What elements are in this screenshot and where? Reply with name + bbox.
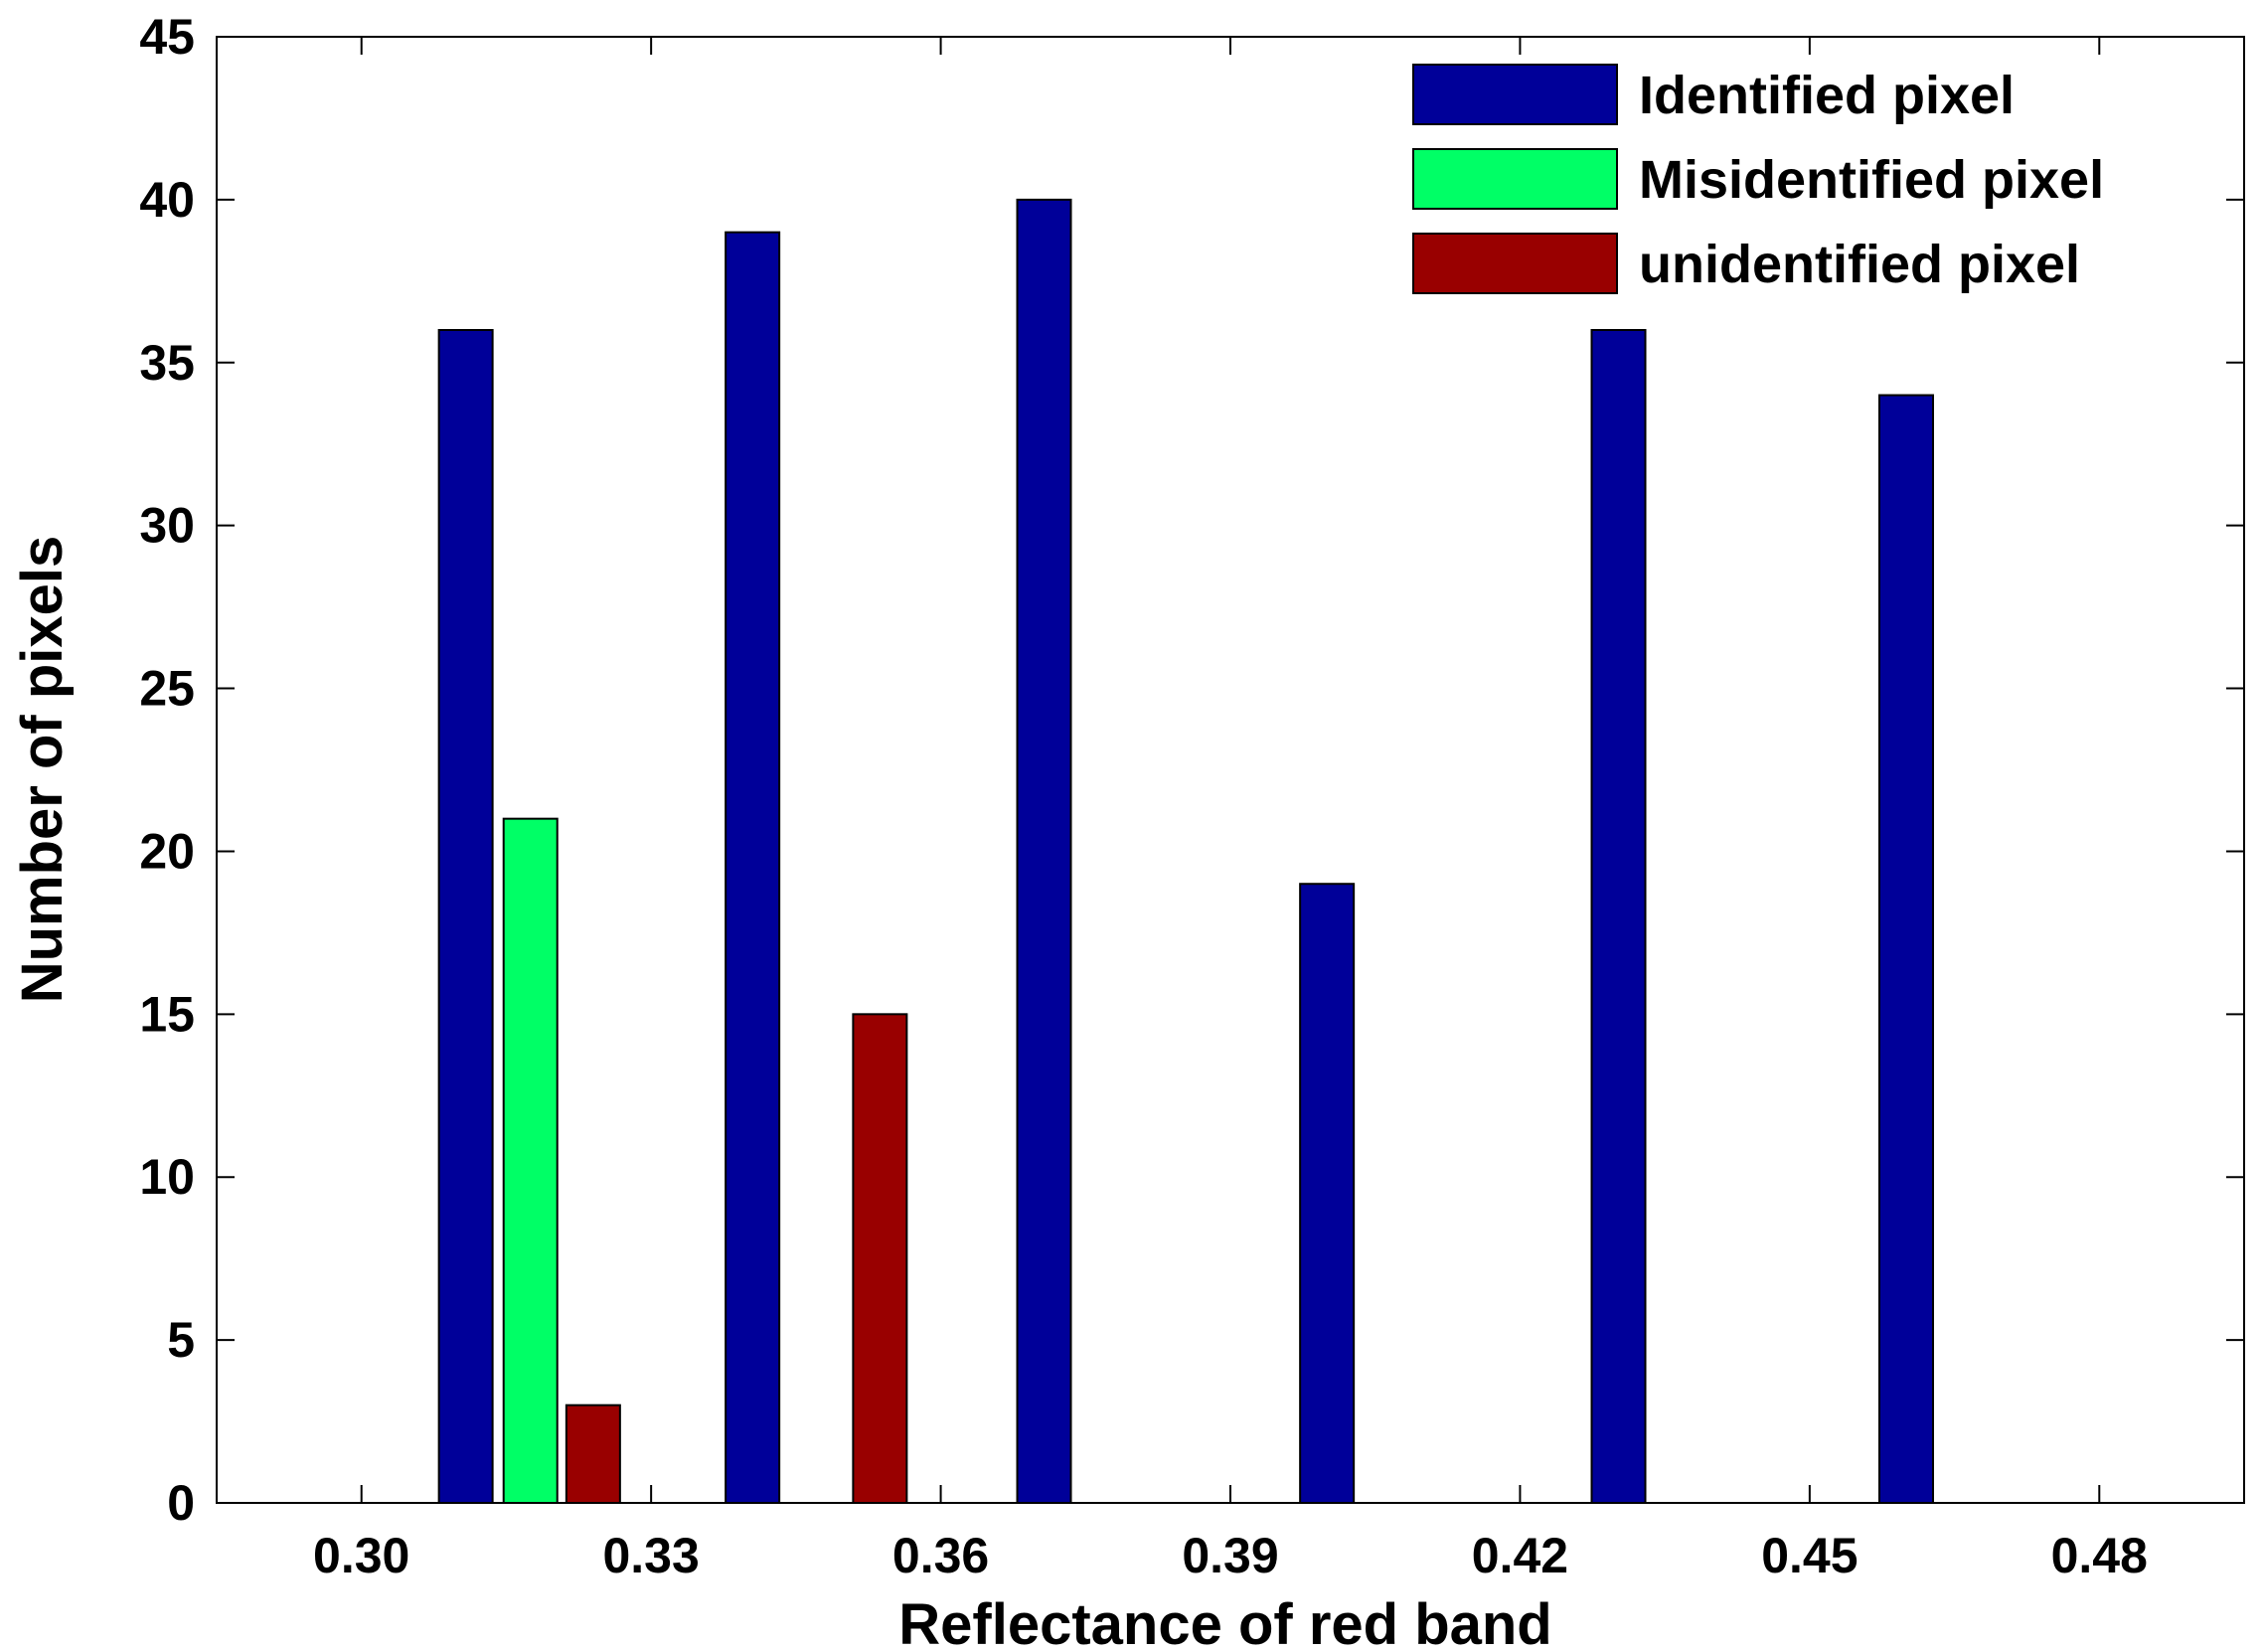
bar-identified-pixel-4 bbox=[1590, 329, 1647, 1504]
legend: Identified pixel Misidentified pixel unide… bbox=[1412, 64, 2104, 294]
legend-label-2: unidentified pixel bbox=[1639, 235, 2080, 294]
bar-unidentified-pixel-0 bbox=[565, 1404, 621, 1504]
y-tick-label-6: 30 bbox=[139, 498, 195, 554]
legend-label-1: Misidentified pixel bbox=[1639, 150, 2104, 210]
y-tick-label-2: 10 bbox=[139, 1149, 195, 1205]
y-tick-label-7: 35 bbox=[139, 335, 195, 391]
legend-label-0: Identified pixel bbox=[1639, 66, 2015, 125]
bar-identified-pixel-3 bbox=[1299, 883, 1356, 1504]
bar-identified-pixel-1 bbox=[725, 231, 781, 1505]
bar-identified-pixel-2 bbox=[1016, 198, 1072, 1504]
y-tick-label-4: 20 bbox=[139, 823, 195, 879]
legend-swatch-1 bbox=[1412, 148, 1618, 210]
y-tick-label-3: 15 bbox=[139, 986, 195, 1042]
axis-ticks bbox=[217, 36, 2244, 1504]
y-axis-title: Number of pixels bbox=[10, 536, 75, 1004]
y-tick-labels: 0 5 10 15 20 25 30 35 40 45 bbox=[139, 9, 195, 1531]
x-tick-label-4: 0.42 bbox=[1472, 1528, 1568, 1583]
legend-swatch-0 bbox=[1412, 64, 1618, 125]
legend-swatch-2 bbox=[1412, 233, 1618, 294]
y-tick-label-0: 0 bbox=[167, 1475, 195, 1531]
bar-unidentified-pixel-1 bbox=[852, 1013, 908, 1504]
bars bbox=[437, 198, 1934, 1505]
x-tick-label-0: 0.30 bbox=[313, 1528, 409, 1583]
y-tick-label-8: 40 bbox=[139, 172, 195, 228]
x-tick-label-3: 0.39 bbox=[1182, 1528, 1278, 1583]
y-tick-label-5: 25 bbox=[139, 661, 195, 717]
x-tick-labels: 0.30 0.33 0.36 0.39 0.42 0.45 0.48 bbox=[313, 1528, 2148, 1583]
bar-misidentified-pixel-0 bbox=[502, 817, 559, 1504]
y-tick-label-9: 45 bbox=[139, 9, 195, 65]
bar-identified-pixel-0 bbox=[437, 329, 494, 1504]
x-tick-label-6: 0.48 bbox=[2051, 1528, 2148, 1583]
bar-identified-pixel-5 bbox=[1878, 394, 1934, 1504]
x-axis-title: Reflectance of red band bbox=[898, 1592, 1551, 1652]
y-tick-label-1: 5 bbox=[167, 1312, 195, 1368]
x-tick-label-1: 0.33 bbox=[602, 1528, 699, 1583]
x-tick-label-5: 0.45 bbox=[1761, 1528, 1858, 1583]
x-tick-label-2: 0.36 bbox=[892, 1528, 989, 1583]
